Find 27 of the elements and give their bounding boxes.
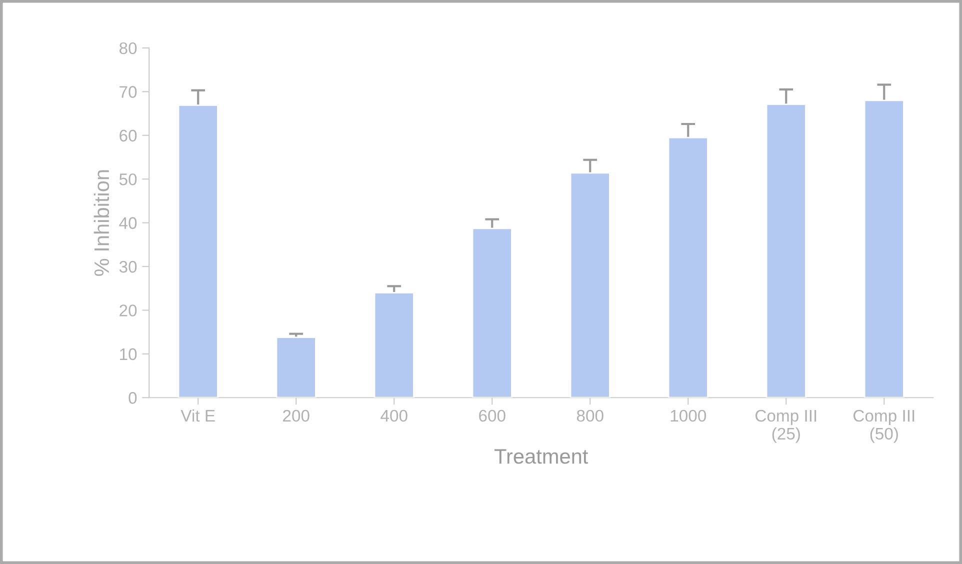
y-tick-label: 80 [119, 42, 137, 54]
y-tick-label: 30 [119, 260, 137, 273]
x-tick-label: Comp III (25) [755, 410, 816, 443]
y-axis-title: % Inhibition [94, 170, 110, 276]
x-tick-label: Vit E [180, 409, 215, 422]
y-tick-label: 70 [120, 86, 137, 98]
y-tick-label: 0 [128, 392, 137, 404]
bar [374, 292, 414, 398]
bar [864, 100, 904, 398]
y-tick-label: 20 [120, 304, 137, 316]
x-tick-label: 800 [576, 410, 604, 422]
x-tick-label: 600 [479, 410, 506, 422]
x-tick-label: Comp III (50) [853, 410, 914, 443]
bar [766, 104, 806, 398]
bar [178, 104, 218, 398]
x-axis-title: Treatment [494, 449, 588, 464]
y-tick-label: 50 [119, 173, 137, 186]
y-tick-label: 10 [120, 348, 137, 360]
y-tick-label: 60 [120, 130, 137, 142]
bar [472, 228, 512, 398]
x-tick-label: 200 [283, 410, 310, 422]
bar [570, 172, 610, 398]
bar [276, 336, 316, 398]
x-tick-label: 400 [380, 410, 408, 422]
bar [668, 136, 708, 398]
x-tick-label: 1000 [670, 410, 706, 422]
y-tick-label: 40 [119, 217, 137, 229]
